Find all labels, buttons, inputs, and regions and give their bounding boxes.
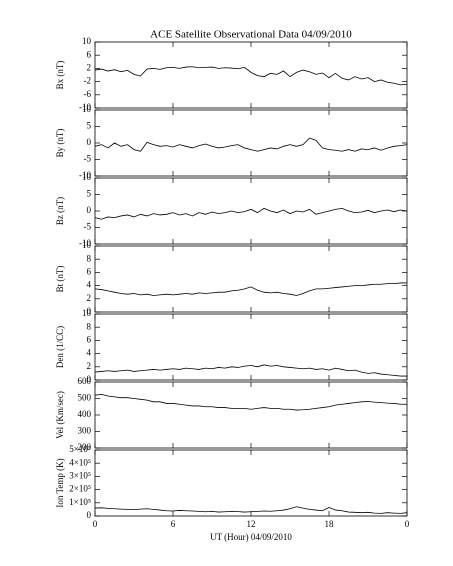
y-tick-label: 500 [78, 393, 92, 403]
data-line [94, 364, 407, 377]
data-line [94, 393, 407, 411]
panel-frame [94, 109, 408, 177]
y-tick-label: 0 [87, 205, 92, 215]
y-tick-label: 2 [87, 361, 92, 371]
y-tick-label: 3×10⁵ [69, 470, 91, 480]
y-tick-label: 400 [78, 409, 92, 419]
panel-frame [94, 449, 408, 517]
y-tick-label: -2 [84, 76, 92, 86]
y-tick-label: 600 [78, 376, 92, 386]
y-tick-label: 2 [87, 293, 92, 303]
y-axis-label: Bz (nT) [55, 197, 65, 225]
y-tick-label: 300 [78, 426, 92, 436]
x-tick-label: 0 [405, 519, 410, 529]
y-tick-label: 2 [87, 62, 92, 72]
x-tick-label: 0 [93, 519, 98, 529]
y-tick-label: 10 [82, 308, 92, 318]
y-tick-label: 4×10⁵ [69, 457, 91, 467]
x-axis-label: UT (Hour) 04/09/2010 [210, 532, 292, 542]
y-tick-label: 0 [87, 306, 92, 316]
y-axis-label: Den (1/CC) [55, 326, 65, 368]
y-tick-label: -5 [84, 154, 92, 164]
y-tick-label: 8 [87, 253, 92, 263]
y-tick-label: 2×10⁵ [69, 484, 91, 494]
y-tick-label: 6 [87, 49, 92, 59]
x-tick-label: 18 [325, 519, 335, 529]
y-tick-label: 8 [87, 321, 92, 331]
y-axis-label: Vel (Km/sec) [55, 391, 65, 439]
y-tick-label: 0 [87, 510, 92, 520]
y-tick-label: -10 [79, 102, 91, 112]
y-tick-label: 0 [87, 374, 92, 384]
panel-frame [94, 313, 408, 381]
x-tick-label: 12 [247, 519, 256, 529]
y-tick-label: 4 [87, 348, 92, 358]
y-tick-label: 10 [82, 172, 92, 182]
y-tick-label: -10 [79, 238, 91, 248]
y-tick-label: 10 [82, 104, 92, 114]
y-axis-label: By (nT) [55, 129, 65, 158]
panel-frame [94, 245, 408, 313]
data-line [94, 506, 408, 514]
y-axis-label: Ion Temp (K) [55, 458, 65, 507]
data-line [94, 207, 408, 220]
chart-title: ACE Satellite Observational Data 04/09/2… [150, 29, 352, 41]
y-tick-label: 200 [78, 442, 92, 452]
y-tick-label: 6 [87, 334, 92, 344]
panel-frame [94, 177, 408, 245]
y-tick-label: 5 [87, 121, 92, 131]
y-tick-label: 5×10⁵ [69, 444, 91, 454]
panel-frame [94, 381, 408, 449]
y-axis-label: Bx (nT) [55, 61, 65, 90]
y-tick-label: 4 [87, 280, 92, 290]
y-tick-label: -5 [84, 222, 92, 232]
x-tick-label: 6 [171, 519, 176, 529]
y-tick-label: 1×10⁵ [69, 497, 91, 507]
y-axis-label: Bt (nT) [55, 266, 65, 293]
data-line [94, 66, 408, 86]
y-tick-label: 5 [87, 189, 92, 199]
y-tick-label: 6 [87, 266, 92, 276]
y-tick-label: 10 [82, 240, 92, 250]
data-line [94, 282, 407, 296]
y-tick-label: -6 [84, 89, 92, 99]
y-tick-label: 0 [87, 137, 92, 147]
data-line [94, 137, 408, 152]
y-tick-label: 10 [82, 36, 92, 46]
y-tick-label: -10 [79, 170, 91, 180]
